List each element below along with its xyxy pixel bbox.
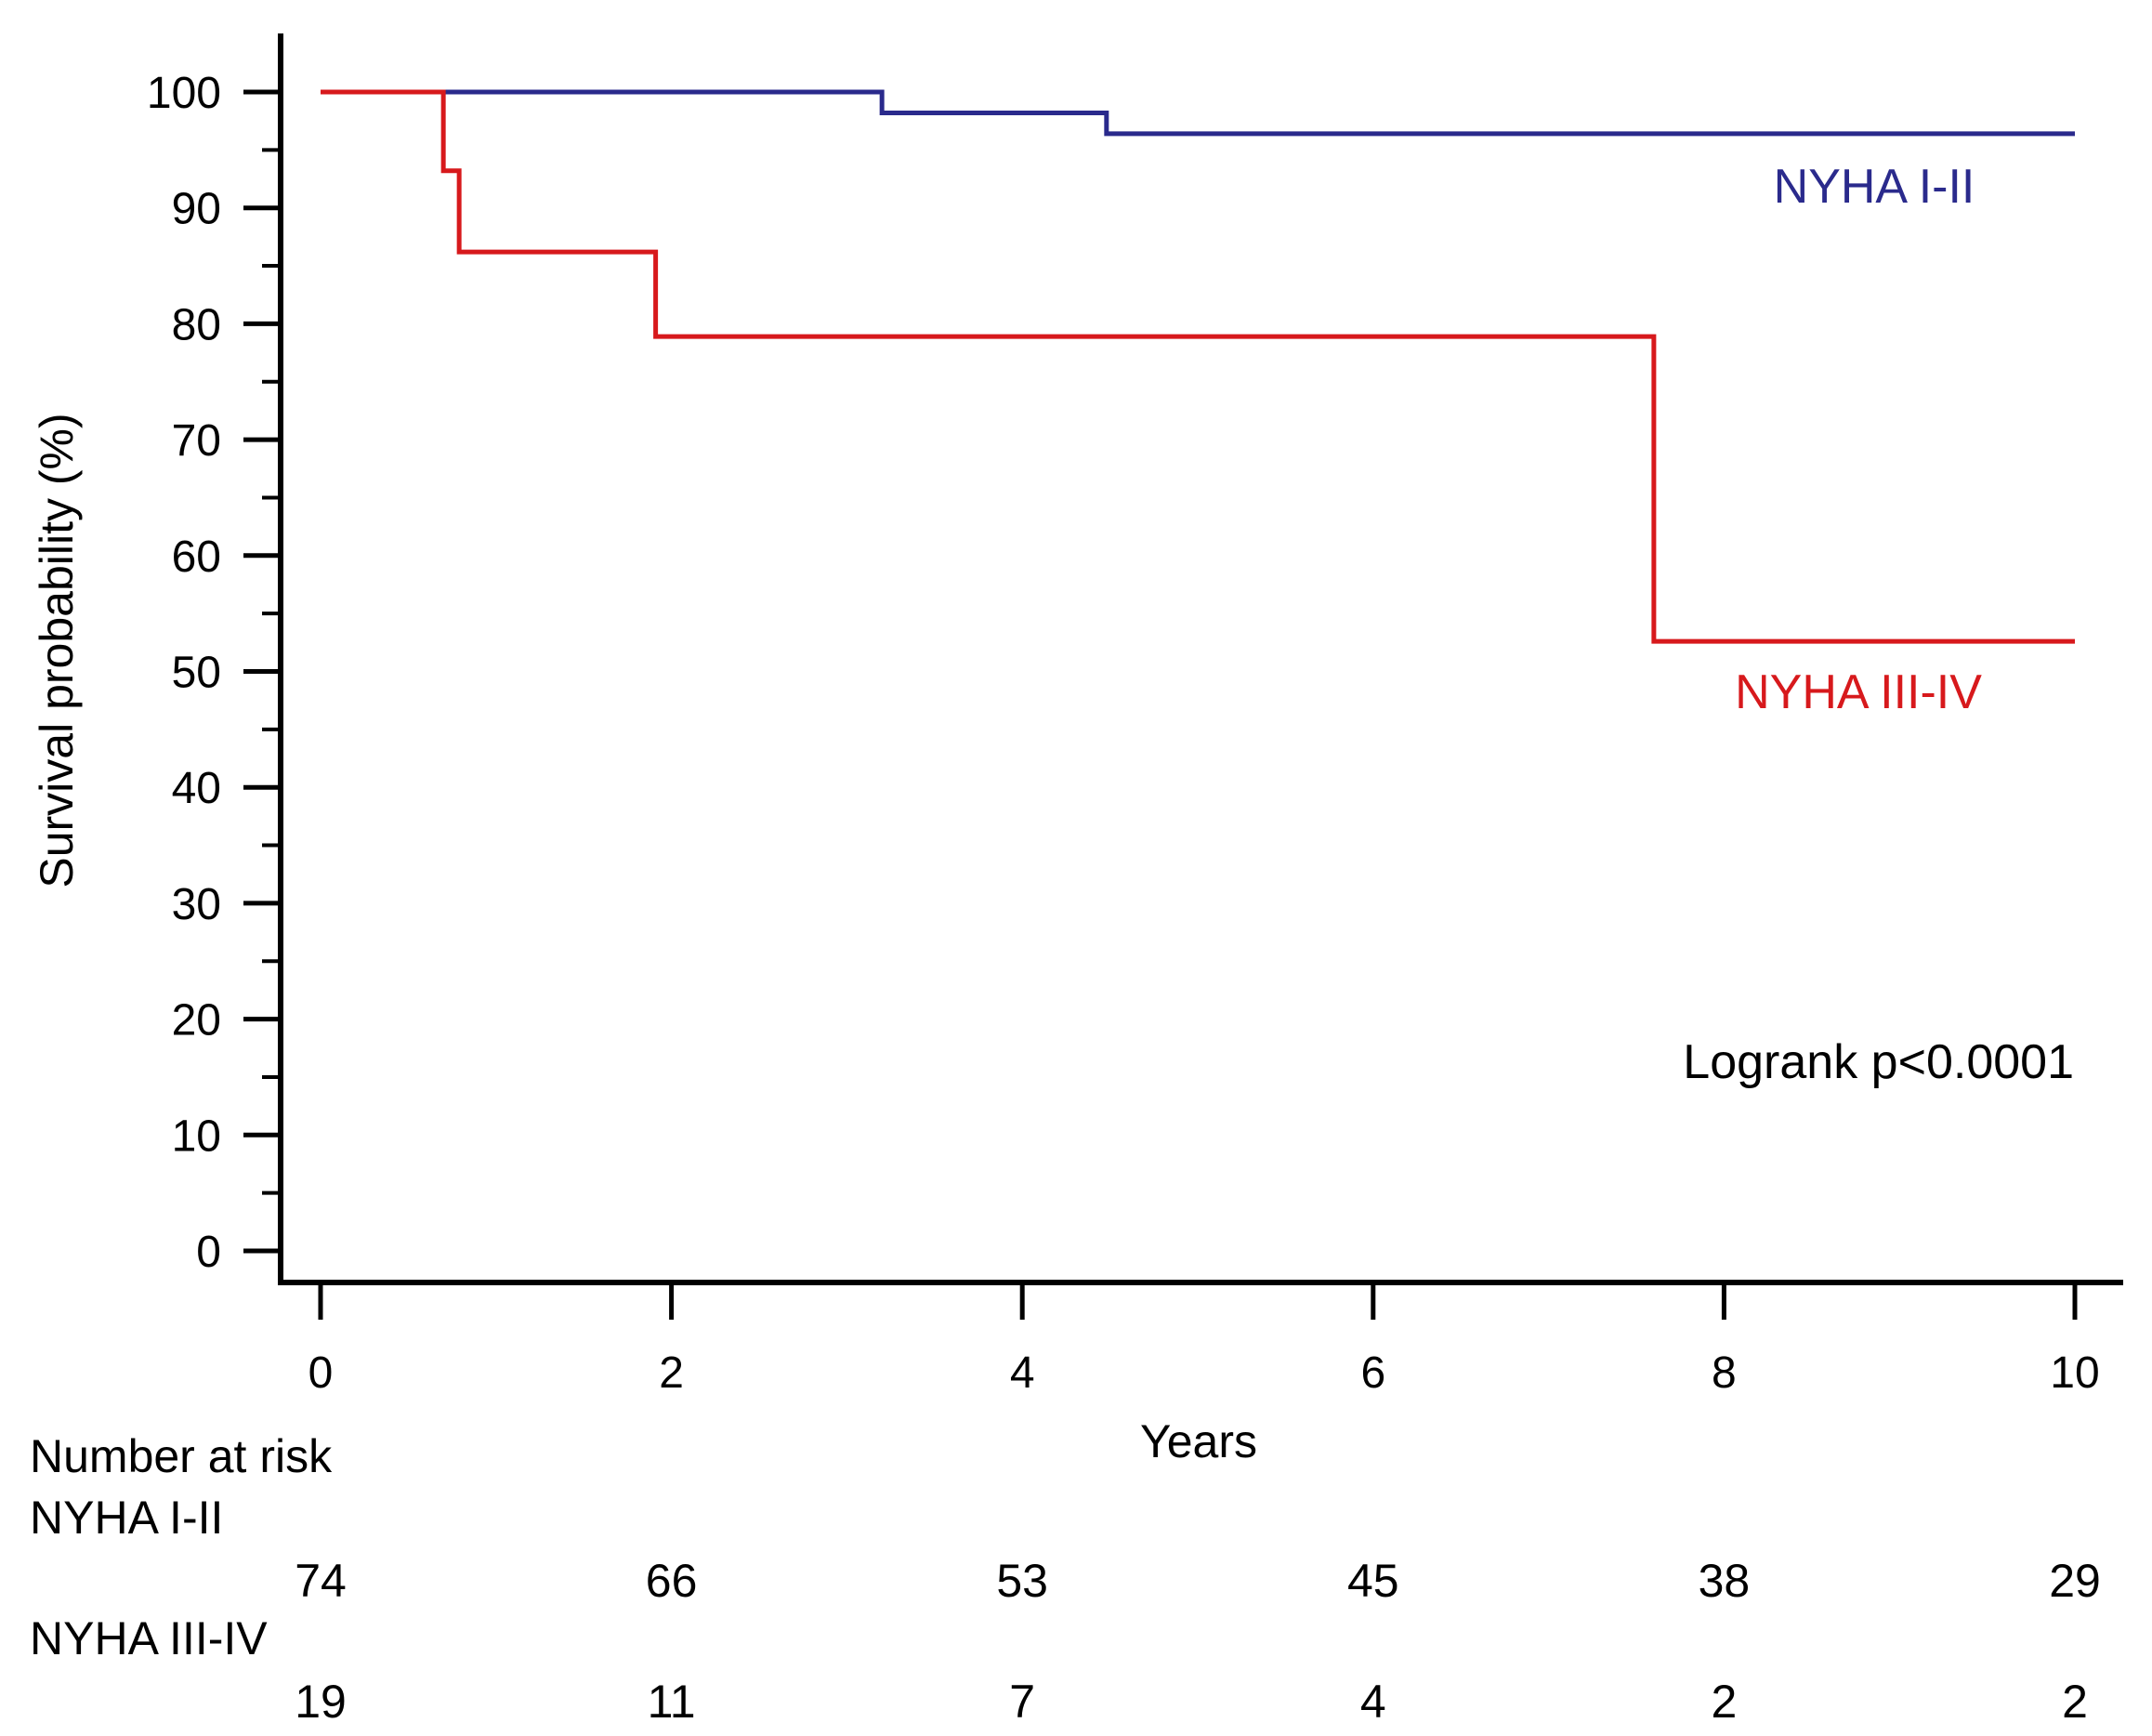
risk-row-label-nyha-iii-iv: NYHA III-IV bbox=[30, 1612, 268, 1664]
series-lines bbox=[321, 89, 2075, 644]
y-tick-label-10: 10 bbox=[172, 1111, 221, 1161]
risk-value-nyha-iii-iv: 2 bbox=[1711, 1676, 1737, 1728]
risk-row-label-nyha-i-ii: NYHA I-II bbox=[30, 1492, 223, 1544]
risk-value-nyha-i-ii: 53 bbox=[996, 1555, 1048, 1607]
x-tick-label-0: 0 bbox=[308, 1348, 334, 1398]
x-tick-label-6: 6 bbox=[1360, 1348, 1385, 1398]
y-tick-label-70: 70 bbox=[172, 416, 221, 466]
risk-value-nyha-i-ii: 45 bbox=[1347, 1555, 1399, 1607]
risk-value-nyha-i-ii: 38 bbox=[1699, 1555, 1751, 1607]
y-tick-label-100: 100 bbox=[147, 69, 221, 118]
risk-value-nyha-iii-iv: 4 bbox=[1360, 1676, 1386, 1728]
risk-table: Number at risk NYHA I-II NYHA III-IV 74 6… bbox=[30, 1430, 2101, 1728]
y-tick-label-0: 0 bbox=[196, 1228, 221, 1277]
risk-value-nyha-iii-iv: 2 bbox=[2062, 1676, 2088, 1728]
y-tick-label-30: 30 bbox=[172, 880, 221, 929]
risk-value-nyha-iii-iv: 19 bbox=[295, 1676, 347, 1728]
series-labels: NYHA I-II NYHA III-IV bbox=[1735, 160, 1982, 719]
y-tick-label-50: 50 bbox=[172, 649, 221, 698]
chart-axes bbox=[278, 33, 2123, 1285]
y-tick-label-20: 20 bbox=[172, 996, 221, 1046]
x-tick-label-4: 4 bbox=[1010, 1348, 1035, 1398]
y-tick-label-80: 80 bbox=[172, 300, 221, 349]
series-line-nyha-iii-iv bbox=[321, 89, 2075, 644]
risk-value-nyha-iii-iv: 7 bbox=[1009, 1676, 1035, 1728]
x-ticks: 0 2 4 6 8 10 bbox=[308, 1282, 2100, 1398]
y-tick-label-60: 60 bbox=[172, 533, 221, 582]
x-tick-label-8: 8 bbox=[1712, 1348, 1737, 1398]
x-tick-label-10: 10 bbox=[2050, 1348, 2099, 1398]
risk-value-nyha-i-ii: 66 bbox=[646, 1555, 698, 1607]
series-label-nyha-iii-iv: NYHA III-IV bbox=[1735, 665, 1982, 719]
y-ticks: 0 10 20 30 40 50 60 70 80 90 100 bbox=[147, 69, 281, 1277]
y-tick-label-90: 90 bbox=[172, 185, 221, 234]
x-axis-title: Years bbox=[1140, 1415, 1257, 1467]
x-tick-label-2: 2 bbox=[659, 1348, 684, 1398]
y-axis-title: Survival probability (%) bbox=[31, 413, 83, 888]
risk-value-nyha-iii-iv: 11 bbox=[648, 1676, 696, 1728]
risk-value-nyha-i-ii: 29 bbox=[2049, 1555, 2101, 1607]
risk-value-nyha-i-ii: 74 bbox=[295, 1555, 347, 1607]
series-line-nyha-i-ii bbox=[321, 89, 2075, 137]
logrank-annotation: Logrank p<0.0001 bbox=[1683, 1035, 2074, 1089]
y-tick-label-40: 40 bbox=[172, 764, 221, 813]
series-label-nyha-i-ii: NYHA I-II bbox=[1774, 160, 1975, 214]
risk-table-title: Number at risk bbox=[30, 1430, 333, 1482]
